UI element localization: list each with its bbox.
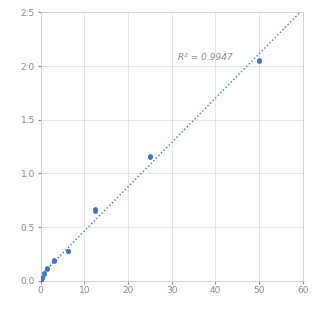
Point bbox=[256, 57, 261, 62]
Point bbox=[38, 277, 43, 282]
Point bbox=[256, 58, 261, 63]
Point bbox=[52, 257, 57, 262]
Point bbox=[41, 270, 46, 275]
Point bbox=[40, 275, 45, 280]
Point bbox=[66, 248, 71, 253]
Point bbox=[52, 258, 57, 263]
Point bbox=[38, 277, 43, 282]
Point bbox=[45, 266, 50, 271]
Point bbox=[93, 208, 98, 213]
Point bbox=[93, 207, 98, 212]
Point bbox=[66, 249, 71, 254]
Point bbox=[45, 267, 50, 272]
Point bbox=[40, 276, 45, 281]
Point bbox=[147, 154, 152, 159]
Point bbox=[41, 271, 46, 276]
Point bbox=[147, 154, 152, 158]
Text: R² = 0.9947: R² = 0.9947 bbox=[178, 53, 233, 62]
